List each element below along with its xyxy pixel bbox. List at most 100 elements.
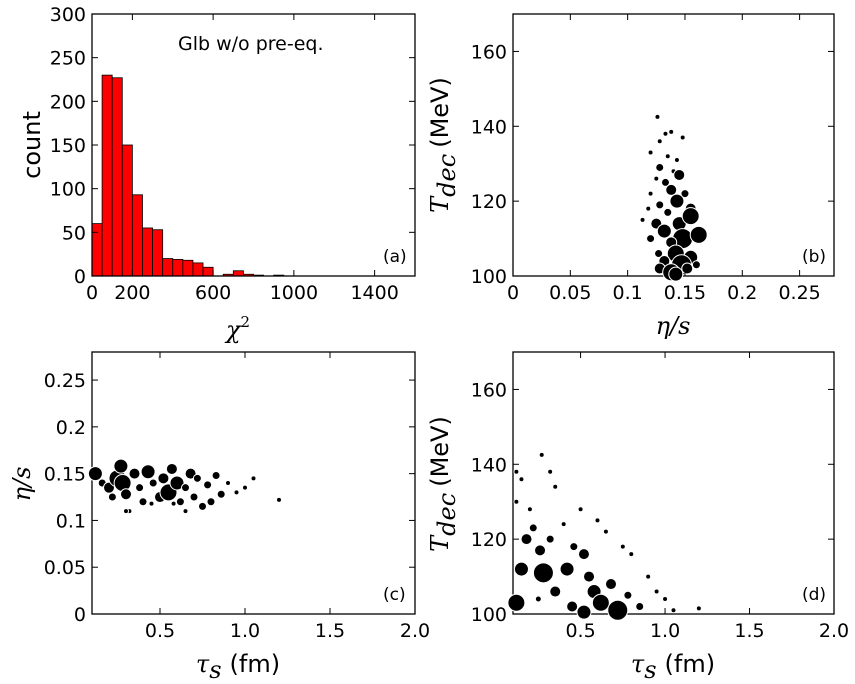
- d-scatter-point: [576, 604, 592, 620]
- c-scatter-point: [175, 497, 185, 507]
- d-scatter-point: [559, 561, 575, 577]
- d-scatter-point: [526, 506, 533, 513]
- c-y-tick-label: 0.2: [56, 417, 86, 439]
- c-scatter-point: [157, 472, 170, 485]
- b-scatter-point: [663, 207, 673, 217]
- b-scatter-point: [681, 262, 694, 275]
- c-scatter-point: [225, 480, 231, 486]
- a-x-axis-sup: 2: [241, 313, 251, 331]
- d-scatter-point: [591, 593, 610, 612]
- d-scatter-point: [577, 548, 590, 561]
- c-y-tick-label: 0: [74, 604, 86, 626]
- d-scatter-point: [569, 542, 579, 552]
- b-scatter-point: [689, 225, 708, 244]
- d-scatter-point: [532, 562, 554, 584]
- b-x-ticks: 0 0.05 0.1 0.15 0.2 0.25: [507, 14, 821, 304]
- d-plot-frame: [512, 351, 835, 615]
- c-x-axis-unit: (fm): [230, 650, 281, 678]
- a-y-tick-label: 150: [50, 135, 86, 157]
- d-scatter-point: [602, 528, 609, 535]
- c-scatter-point: [242, 484, 248, 491]
- b-scatter-point: [673, 168, 686, 181]
- d-scatter-point: [645, 573, 652, 580]
- c-x-axis-symbol: τ: [196, 650, 210, 678]
- b-scatter-point: [656, 223, 672, 239]
- d-scatter-point: [628, 551, 635, 558]
- c-plot-frame: [91, 351, 416, 615]
- d-x-ticks: 0.5 1.0 1.5 2.0: [565, 352, 849, 642]
- a-histogram-bar: [182, 259, 194, 277]
- a-x-tick-label: 600: [195, 282, 231, 304]
- d-y-axis-unit: (MeV): [426, 416, 454, 487]
- a-y-tick-label: 50: [62, 222, 86, 244]
- panel-b-scatter: 0 0.05 0.1 0.15 0.2 0.25 100 120 140 160 (b) Tde…: [426, 13, 835, 340]
- a-histogram-bar: [101, 74, 113, 277]
- d-scatter-point: [594, 517, 601, 524]
- d-x-axis-label: τs (fm): [631, 650, 715, 684]
- d-points: [507, 451, 702, 621]
- a-y-tick-label: 300: [50, 4, 86, 26]
- b-x-tick-label: 0.1: [613, 282, 643, 304]
- c-x-tick-label: 2.0: [400, 620, 430, 642]
- b-scatter-point: [669, 193, 685, 209]
- b-scatter-point: [656, 138, 663, 145]
- a-panel-letter: (a): [383, 247, 407, 267]
- b-scatter-point: [673, 156, 680, 163]
- b-scatter-point: [680, 189, 690, 199]
- d-scatter-point: [534, 595, 542, 603]
- a-histogram-bar: [192, 262, 204, 277]
- c-x-tick-label: 0.5: [145, 620, 175, 642]
- d-scatter-point: [607, 599, 629, 621]
- a-annotation: Glb w/o pre-eq.: [178, 33, 324, 55]
- c-x-ticks: 0.5 1.0 1.5 2.0: [145, 352, 430, 642]
- panel-a-histogram: 0 200 600 1000 1400 0 50 100 150 200 250 300 Glb w…: [18, 4, 416, 344]
- d-scatter-point: [520, 533, 533, 546]
- d-x-tick-label: 1.5: [734, 620, 764, 642]
- d-scatter-point: [552, 483, 559, 490]
- b-y-axis-sub: dec: [433, 154, 461, 197]
- b-scatter-point: [691, 260, 701, 270]
- c-scatter-point: [181, 483, 190, 493]
- d-scatter-point: [653, 588, 660, 595]
- b-x-axis-label: η/s: [656, 312, 691, 340]
- a-y-ticks: 0 50 100 150 200 250 300: [50, 4, 415, 288]
- c-scatter-point: [113, 458, 129, 474]
- b-x-tick-label: 0: [507, 282, 519, 304]
- b-scatter-point: [654, 113, 661, 120]
- b-x-tick-label: 0.25: [778, 282, 820, 304]
- b-x-tick-label: 0.05: [549, 282, 591, 304]
- d-scatter-point: [604, 578, 617, 591]
- d-scatter-point: [560, 521, 567, 528]
- b-y-axis-label: Tdec (MeV): [426, 77, 461, 213]
- d-y-axis-sub: dec: [433, 493, 461, 536]
- b-points: [639, 113, 708, 282]
- b-scatter-point: [662, 130, 669, 137]
- d-scatter-point: [518, 476, 525, 483]
- d-x-tick-label: 2.0: [819, 620, 849, 642]
- c-scatter-point: [148, 478, 158, 488]
- c-scatter-point: [135, 483, 145, 493]
- a-histogram-bar: [121, 144, 133, 277]
- c-scatter-point: [216, 489, 226, 499]
- b-scatter-point: [664, 153, 671, 160]
- d-scatter-point: [513, 498, 520, 505]
- a-x-tick-label: 200: [114, 282, 150, 304]
- c-y-tick-label: 0.1: [56, 510, 86, 532]
- c-scatter-point: [165, 462, 178, 475]
- d-scatter-point: [695, 605, 702, 612]
- c-scatter-point: [182, 508, 189, 515]
- a-histogram-bar: [172, 259, 184, 277]
- b-scatter-point: [679, 134, 686, 141]
- c-scatter-point: [169, 475, 185, 491]
- c-scatter-point: [138, 497, 148, 507]
- d-scatter-point: [635, 602, 645, 612]
- b-y-tick-label: 120: [471, 191, 507, 213]
- d-y-tick-label: 140: [471, 454, 507, 476]
- c-x-axis-sub: s: [209, 656, 221, 684]
- a-y-tick-label: 0: [74, 266, 86, 288]
- b-scatter-point: [668, 128, 675, 135]
- b-x-tick-label: 0.2: [727, 282, 757, 304]
- d-scatter-point: [583, 570, 596, 583]
- c-x-tick-label: 1.0: [230, 620, 260, 642]
